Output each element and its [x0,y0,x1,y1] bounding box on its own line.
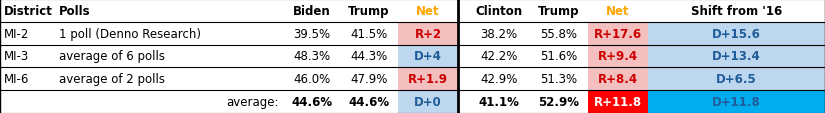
Bar [648,68,825,90]
Text: 51.6%: 51.6% [540,50,578,63]
Text: D+0: D+0 [414,95,442,108]
Text: MI-3: MI-3 [4,50,29,63]
Text: R+2: R+2 [414,27,441,40]
Text: Shift from '16: Shift from '16 [691,5,782,18]
Text: 38.2%: 38.2% [480,27,517,40]
Text: 52.9%: 52.9% [539,95,579,108]
Text: 51.3%: 51.3% [540,73,578,86]
Text: Net: Net [416,5,440,18]
Text: 48.3%: 48.3% [293,50,330,63]
Text: D+6.5: D+6.5 [716,73,757,86]
Text: average of 2 polls: average of 2 polls [59,73,165,86]
Text: D+15.6: D+15.6 [712,27,761,40]
Text: D+11.8: D+11.8 [712,95,761,108]
Bar [588,45,648,68]
Text: MI-2: MI-2 [4,27,30,40]
Text: MI-6: MI-6 [4,73,30,86]
Text: District: District [4,5,53,18]
Text: 41.1%: 41.1% [478,95,520,108]
Text: 46.0%: 46.0% [293,73,330,86]
Bar [588,90,648,113]
Text: R+11.8: R+11.8 [594,95,642,108]
Text: R+9.4: R+9.4 [598,50,638,63]
Text: 41.5%: 41.5% [351,27,388,40]
Bar [648,23,825,45]
Text: R+17.6: R+17.6 [594,27,642,40]
Text: Polls: Polls [59,5,91,18]
Text: 44.3%: 44.3% [351,50,388,63]
Text: Biden: Biden [293,5,330,18]
Bar [398,90,458,113]
Bar [398,68,458,90]
Text: Trump: Trump [348,5,389,18]
Bar [588,23,648,45]
Bar [648,45,825,68]
Text: 1 poll (Denno Research): 1 poll (Denno Research) [59,27,201,40]
Text: R+1.9: R+1.9 [408,73,448,86]
Text: R+8.4: R+8.4 [598,73,638,86]
Text: 47.9%: 47.9% [351,73,388,86]
Text: 39.5%: 39.5% [293,27,330,40]
Text: 42.9%: 42.9% [480,73,518,86]
Bar [648,90,825,113]
Text: Trump: Trump [538,5,580,18]
Text: D+4: D+4 [414,50,442,63]
Text: 55.8%: 55.8% [540,27,578,40]
Text: 42.2%: 42.2% [480,50,518,63]
Bar [588,68,648,90]
Text: average:: average: [227,95,279,108]
Text: 44.6%: 44.6% [291,95,332,108]
Text: D+13.4: D+13.4 [712,50,761,63]
Bar [398,45,458,68]
Text: Clinton: Clinton [475,5,522,18]
Text: average of 6 polls: average of 6 polls [59,50,165,63]
Text: 44.6%: 44.6% [348,95,389,108]
Bar [398,23,458,45]
Text: Net: Net [606,5,629,18]
